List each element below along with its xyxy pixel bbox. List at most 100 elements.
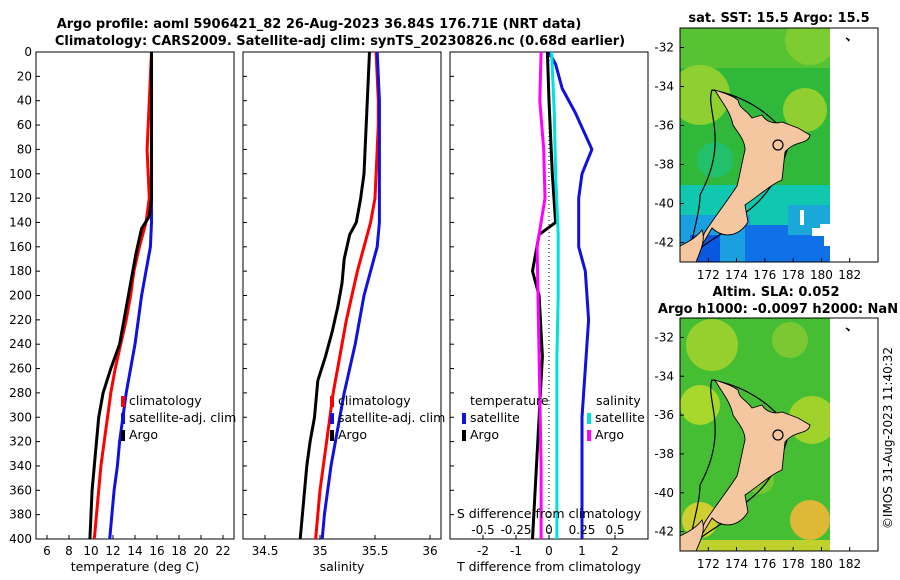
legend-swatch-climatology (121, 396, 125, 407)
legend-label-t-satellite: satellite (470, 410, 520, 425)
map-lat-label: -38 (654, 447, 674, 461)
map-lat-label: -40 (654, 486, 674, 500)
legend-swatch-argo (330, 430, 334, 441)
map-lon-label: 172 (697, 557, 720, 571)
sst-map-title: sat. SST: 15.5 Argo: 15.5 (688, 11, 869, 26)
series-line-t-satellite (547, 51, 594, 539)
legend-label-argo: Argo (338, 427, 367, 442)
salinity-xlabel: salinity (320, 559, 365, 574)
sst-map (679, 27, 879, 263)
legend-label-argo: Argo (129, 427, 158, 442)
depth-tick-label: 220 (9, 313, 32, 327)
map-lat-label: -36 (654, 408, 674, 422)
sla-argo-position-marker (772, 429, 784, 441)
map-lon-label: 178 (782, 268, 805, 282)
map-lat-label: -36 (654, 119, 674, 133)
legend-swatch-t-satellite (462, 413, 466, 424)
difference-legend: temperature salinity satellite Argo sate… (462, 393, 645, 442)
x-tick-label: 1 (578, 544, 586, 558)
legend-label-s-argo: Argo (595, 427, 624, 442)
x-tick-label: 35.5 (362, 544, 389, 558)
s-diff-tick-label: 0 (545, 523, 553, 537)
header-line-1: Argo profile: aoml 5906421_82 26-Aug-202… (57, 17, 582, 32)
sst-island-marker (845, 37, 851, 42)
legend-label-t-argo: Argo (470, 427, 499, 442)
depth-tick-label: 360 (9, 483, 32, 497)
timestamp: ©IMOS 31-Aug-2023 11:40:32 (881, 347, 895, 529)
depth-tick-label: 280 (9, 386, 32, 400)
map-lat-label: -32 (654, 41, 674, 55)
sla-map-frame (679, 317, 879, 552)
legend-label-climatology: climatology (338, 393, 411, 408)
depth-tick-label: 100 (9, 167, 32, 181)
depth-tick-label: 320 (9, 435, 32, 449)
map-lat-label: -34 (654, 80, 674, 94)
sst-land-south-island (680, 229, 704, 262)
sst-missing-pixel (820, 224, 830, 228)
sla-map-title-1: Altim. SLA: 0.052 (713, 285, 840, 300)
s-diff-tick-label: 0.5 (605, 523, 624, 537)
temperature-axes (35, 51, 235, 540)
sst-land-north-island (691, 89, 811, 262)
temperature-legend: climatology satellite-adj. clim Argo (121, 393, 236, 442)
s-diff-tick-label: -0.5 (471, 523, 494, 537)
salinity-chart: 34.5 35 35.5 36 (252, 51, 438, 558)
map-lat-label: -42 (654, 236, 674, 250)
legend-swatch-s-argo (587, 430, 591, 441)
depth-tick-label: 300 (9, 410, 32, 424)
depth-tick-label: 160 (9, 240, 32, 254)
sla-land-north-island (691, 379, 811, 551)
sla-land-south-island (680, 519, 704, 551)
map-lat-label: -38 (654, 158, 674, 172)
temperature-xlabel: temperature (deg C) (71, 559, 200, 574)
map-lon-label: 182 (838, 557, 861, 571)
x-tick-label: 16 (149, 544, 164, 558)
legend-label-satellite: satellite-adj. clim (129, 410, 236, 425)
sst-map-frame (679, 27, 879, 263)
x-tick-label: 35 (312, 544, 327, 558)
series-line-satellite-adj-clim (320, 51, 381, 540)
x-tick-label: 36 (422, 544, 437, 558)
legend-swatch-satellite (121, 413, 125, 424)
depth-tick-label: 380 (9, 508, 32, 522)
difference-xlabel: T difference from climatology (456, 559, 642, 574)
series-line-climatology (314, 51, 380, 540)
s-difference-label: S difference from climatology (457, 506, 642, 521)
x-tick-label: 10 (83, 544, 98, 558)
map-lon-label: 182 (838, 268, 861, 282)
depth-tick-label: 120 (9, 191, 32, 205)
map-lon-label: 176 (753, 557, 776, 571)
sst-missing-pixel (812, 228, 830, 236)
series-line-argo (88, 52, 153, 540)
series-line-climatology (92, 51, 153, 540)
x-tick-label: 12 (105, 544, 120, 558)
sst-missing-pixel (800, 210, 804, 225)
legend-label-climatology: climatology (129, 393, 202, 408)
legend-title-salinity: salinity (596, 393, 641, 408)
difference-chart: -2 -1 0 1 2 -0.5 -0.25 0 0.25 0.5 (471, 51, 625, 558)
depth-tick-label: 260 (9, 362, 32, 376)
sst-missing-pixel (824, 236, 830, 246)
depth-tick-label: 80 (17, 142, 32, 156)
map-lon-label: 174 (725, 557, 748, 571)
s-diff-tick-label: -0.25 (500, 523, 531, 537)
x-tick-label: -2 (477, 544, 489, 558)
x-tick-label: -1 (510, 544, 522, 558)
map-lon-label: 174 (725, 268, 748, 282)
legend-swatch-argo (121, 430, 125, 441)
x-tick-label: 2 (611, 544, 619, 558)
depth-ticks: 0 20 40 60 80 100 120 140 160 180 200 220 240 260 280 3… (9, 45, 454, 546)
temperature-chart: 6 8 10 12 14 16 18 20 22 (43, 51, 231, 558)
s-diff-tick-label: 0.25 (569, 523, 596, 537)
depth-tick-label: 0 (24, 45, 32, 59)
depth-tick-label: 20 (17, 69, 32, 83)
salinity-legend: climatology satellite-adj. clim Argo (330, 393, 445, 442)
legend-swatch-climatology (330, 396, 334, 407)
legend-label-satellite: satellite-adj. clim (338, 410, 445, 425)
header-line-2: Climatology: CARS2009. Satellite-adj cli… (55, 34, 625, 49)
legend-swatch-t-argo (462, 430, 466, 441)
legend-swatch-satellite (330, 413, 334, 424)
x-tick-label: 18 (171, 544, 186, 558)
depth-tick-label: 340 (9, 459, 32, 473)
